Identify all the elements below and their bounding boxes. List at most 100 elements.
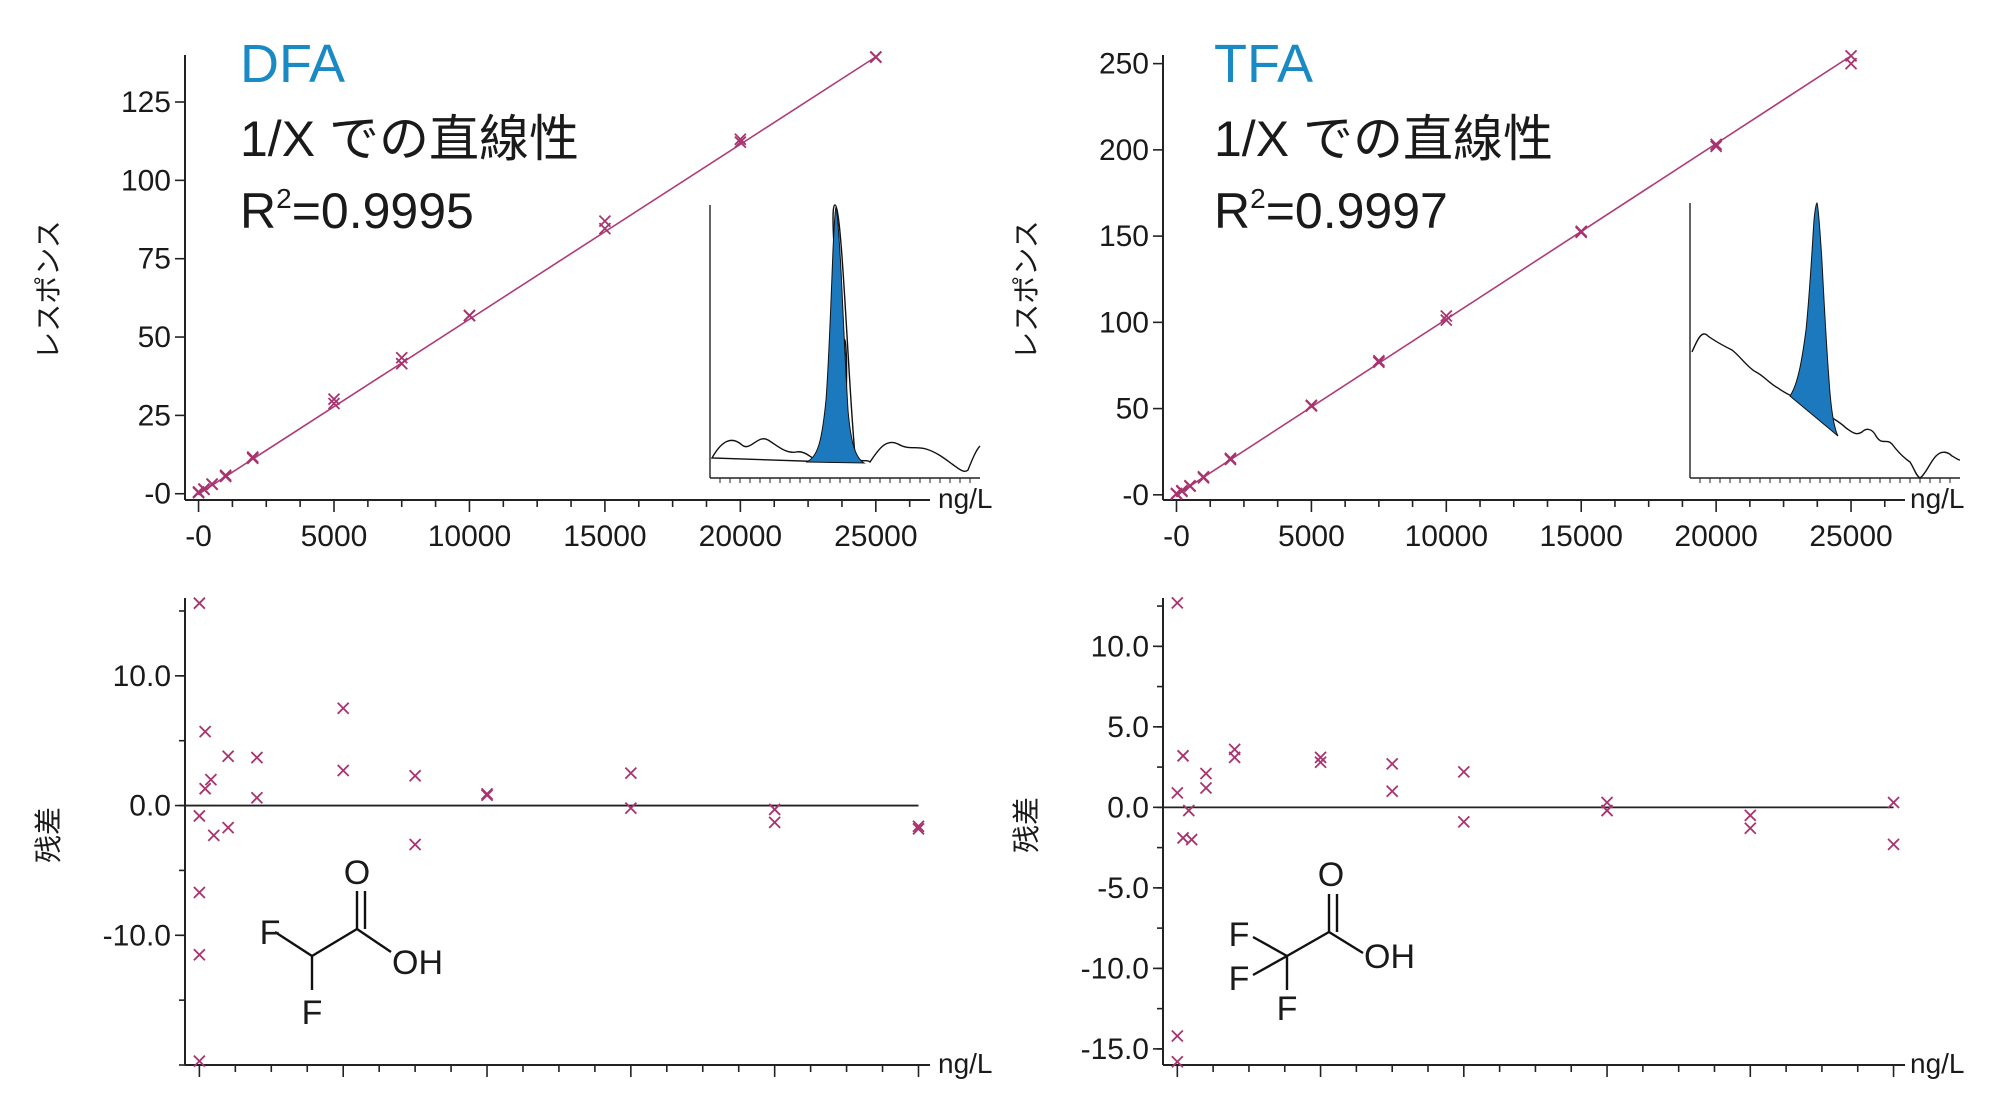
x-tick-label: 5000	[1278, 520, 1345, 553]
data-point	[1709, 140, 1723, 153]
data-point	[1176, 749, 1190, 762]
x-axis-unit: ng/L	[938, 483, 993, 514]
y-tick-label: 50	[1116, 393, 1149, 426]
y-axis-label: レスポンス	[1011, 220, 1042, 359]
y-tick-label: 150	[1099, 220, 1149, 253]
y-axis-label: 残差	[1011, 797, 1042, 853]
data-point	[912, 820, 925, 833]
data-point	[1171, 1029, 1184, 1043]
dfa-structure	[274, 891, 392, 990]
dfa-calibration-chart: -0 25 50 75 100 125 -0 5000 10000 15000 20000 2500…	[33, 34, 993, 553]
dfa-residual-chart: -10.0 0.0 10.0 ng/L 残差 O F F OH	[33, 597, 993, 1079]
data-point	[1171, 1055, 1184, 1068]
data-point	[198, 725, 212, 738]
chromatogram-peak	[1789, 202, 1839, 437]
data-point	[1844, 49, 1858, 62]
x-tick-label: 25000	[834, 520, 917, 553]
data-point	[1224, 452, 1237, 465]
chart-subtitle: 1/X での直線性	[1214, 111, 1553, 167]
x-axis-unit: ng/L	[1910, 483, 1965, 514]
data-point	[204, 773, 218, 786]
data-point	[327, 392, 341, 406]
y-tick-label: 0.0	[1107, 791, 1149, 824]
dfa-carbonyl-o: O	[344, 854, 370, 892]
data-point	[1228, 751, 1241, 764]
dfa-fluorine-1: F	[260, 914, 281, 952]
data-point	[768, 803, 781, 816]
y-tick-label: 5.0	[1107, 711, 1149, 744]
data-point	[734, 133, 747, 146]
data-point	[197, 482, 211, 496]
data-point	[1744, 822, 1757, 835]
data-point	[408, 769, 422, 782]
data-point	[395, 351, 408, 364]
data-point	[1171, 596, 1184, 609]
y-tick-label: 10.0	[1091, 630, 1149, 663]
y-tick-label: -15.0	[1081, 1033, 1149, 1066]
y-ticks: -15.0 -10.0 -5.0 0.0 5.0 10.0	[1081, 605, 1163, 1066]
dfa-fluorine-2: F	[302, 994, 323, 1032]
y-tick-label: -5.0	[1097, 872, 1149, 905]
y-ticks: -0 50 100 150 200 250	[1099, 48, 1163, 512]
data-point	[734, 135, 747, 149]
data-point	[1600, 804, 1614, 817]
data-point	[222, 750, 235, 763]
data-point	[193, 1054, 206, 1068]
y-tick-label: 50	[138, 321, 171, 354]
x-tick-label: 10000	[1405, 520, 1488, 553]
x-tick-label: -0	[185, 520, 212, 553]
dfa-hydroxyl: OH	[392, 944, 443, 982]
y-tick-label: -10.0	[103, 919, 171, 952]
x-tick-label: 10000	[428, 520, 511, 553]
tfa-calibration-chart: -0 50 100 150 200 250 -0 5000 10000 15000 20000 25…	[1011, 34, 1965, 553]
y-ticks: -0 25 50 75 100 125	[121, 86, 185, 511]
inset-ticks	[1699, 478, 1951, 483]
data-point	[1386, 757, 1399, 771]
tfa-fluorine-1: F	[1229, 916, 1250, 954]
data-point	[1183, 479, 1197, 492]
data-point	[395, 357, 408, 370]
data-point	[463, 309, 476, 322]
data-point	[1305, 399, 1318, 412]
y-tick-label: 0.0	[129, 790, 171, 823]
data-point	[1440, 309, 1453, 323]
data-point	[1440, 313, 1453, 327]
chromatogram-inset	[1689, 202, 1961, 483]
chromatogram-peak	[805, 205, 866, 464]
fit-line	[198, 56, 877, 495]
x-ticks: -0 5000 10000 15000 20000 25000	[1163, 500, 1893, 553]
x-tick-label: 20000	[699, 520, 782, 553]
data-points	[1170, 49, 1858, 501]
data-point	[327, 397, 341, 410]
data-point	[480, 789, 494, 802]
chart-title: DFA	[240, 34, 345, 94]
data-point	[1171, 786, 1184, 799]
data-point	[1372, 354, 1385, 367]
tfa-fluorine-3: F	[1277, 990, 1298, 1028]
y-tick-label: 100	[1099, 306, 1149, 339]
data-point	[207, 829, 220, 842]
y-tick-label: 250	[1099, 48, 1149, 81]
data-point	[624, 802, 637, 815]
data-point	[1709, 138, 1723, 151]
data-point	[1744, 809, 1757, 822]
data-point	[250, 791, 264, 804]
data-point	[1185, 833, 1198, 846]
y-tick-label: -10.0	[1081, 952, 1149, 985]
y-tick-label: 75	[138, 243, 171, 276]
data-point	[337, 764, 350, 777]
data-point	[1314, 751, 1327, 764]
data-points	[193, 597, 925, 1068]
data-point	[1199, 781, 1213, 795]
tfa-structure	[1252, 894, 1364, 990]
data-point	[1386, 785, 1399, 798]
y-tick-label: 100	[121, 164, 171, 197]
x-axis-unit: ng/L	[1910, 1048, 1965, 1079]
data-point	[1457, 765, 1470, 779]
chart-subtitle: 1/X での直線性	[240, 111, 579, 167]
data-point	[624, 766, 637, 780]
data-points	[1171, 596, 1900, 1068]
data-point	[193, 597, 206, 610]
data-point	[198, 782, 212, 795]
tfa-residual-chart: -15.0 -10.0 -5.0 0.0 5.0 10.0 ng/L 残差 O F F F…	[1011, 596, 1965, 1079]
